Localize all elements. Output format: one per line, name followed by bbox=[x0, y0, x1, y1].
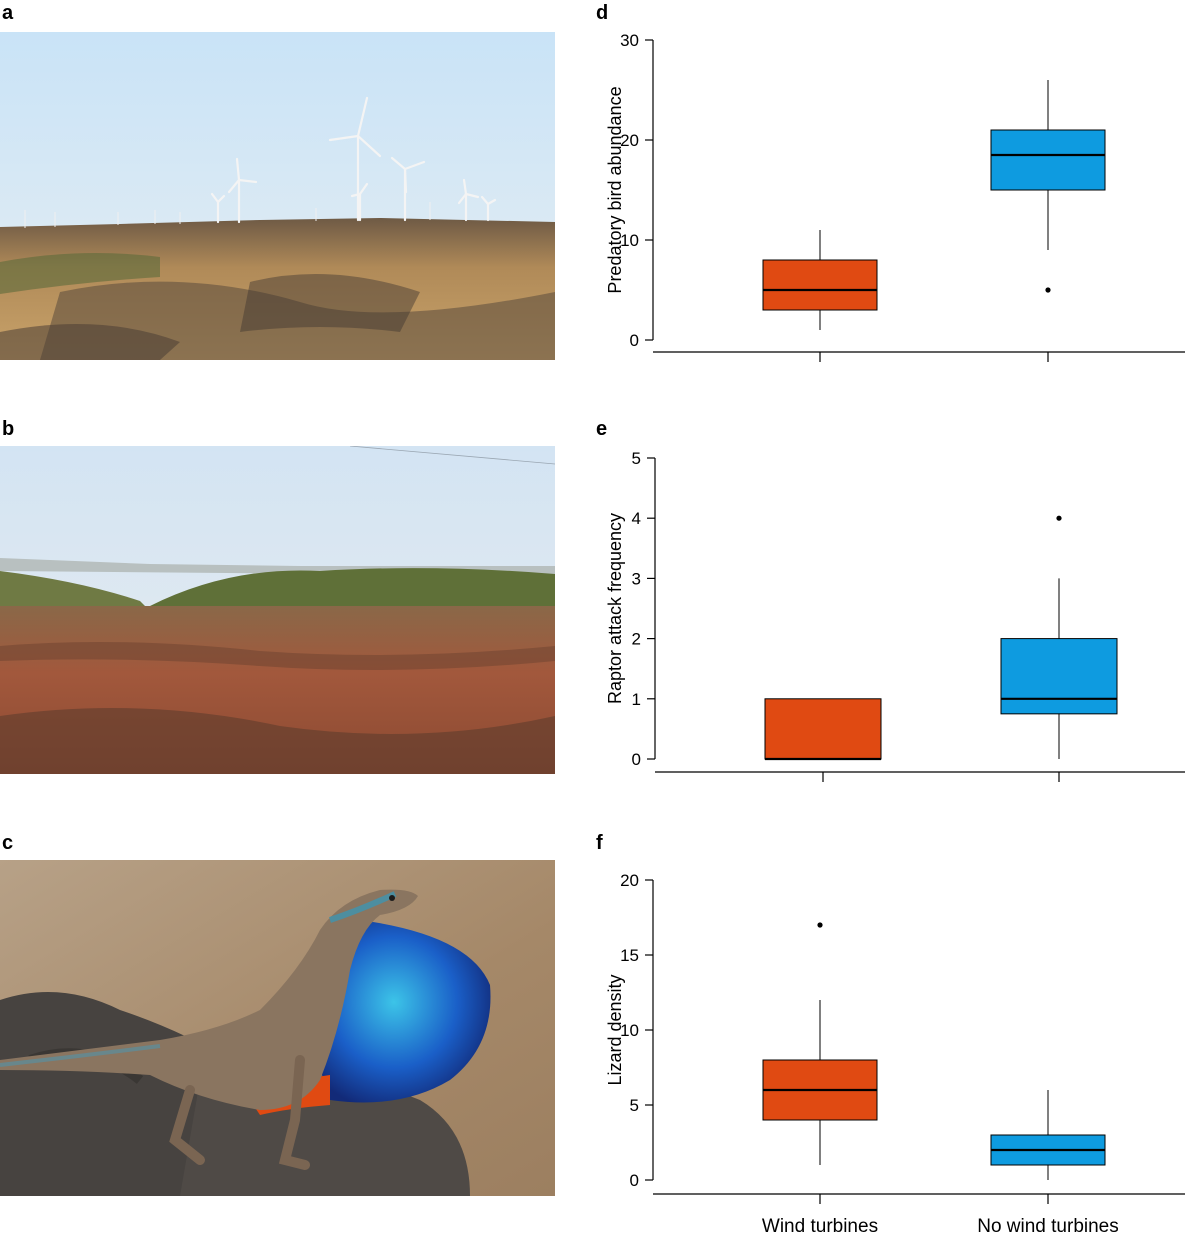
y-tick-label: 10 bbox=[620, 1021, 639, 1040]
panel-label-b: b bbox=[2, 418, 15, 440]
iqr-box bbox=[1000, 638, 1118, 715]
y-tick-label: 10 bbox=[620, 231, 639, 250]
outlier-point bbox=[1045, 287, 1051, 293]
y-tick-label: 5 bbox=[630, 1096, 639, 1115]
panel-label-e: e bbox=[596, 418, 608, 440]
wind-farm-photo bbox=[0, 32, 555, 360]
y-tick-label: 0 bbox=[630, 331, 639, 350]
panel-label-f: f bbox=[596, 832, 603, 854]
y-axis-label: Raptor attack frequency bbox=[605, 513, 625, 704]
panel-label-c: c bbox=[2, 832, 14, 854]
plateau-photo bbox=[0, 446, 555, 774]
y-tick-label: 15 bbox=[620, 946, 639, 965]
panel-label-a: a bbox=[2, 2, 14, 24]
y-tick-label: 5 bbox=[632, 449, 641, 468]
box-wind-turbines bbox=[762, 922, 878, 1165]
box-no-wind-turbines bbox=[990, 1090, 1106, 1180]
y-tick-label: 20 bbox=[620, 131, 639, 150]
predatory-bird-chart: 0 10 20 30 Predatory bird abundance bbox=[605, 31, 1185, 362]
y-axis-label: Lizard density bbox=[605, 974, 625, 1085]
y-tick-label: 2 bbox=[632, 630, 641, 649]
iqr-box bbox=[764, 698, 882, 760]
box-no-wind-turbines bbox=[990, 80, 1106, 293]
iqr-box bbox=[990, 129, 1106, 191]
y-axis-label: Predatory bird abundance bbox=[605, 86, 625, 293]
y-tick-label: 20 bbox=[620, 871, 639, 890]
box-no-wind-turbines bbox=[1000, 515, 1118, 759]
y-tick-label: 4 bbox=[632, 509, 641, 528]
y-tick-label: 1 bbox=[632, 690, 641, 709]
lizard-photo bbox=[0, 860, 555, 1196]
outlier-point bbox=[1056, 515, 1062, 521]
raptor-attack-chart: 0 1 2 3 4 5 Raptor attack frequency bbox=[605, 449, 1185, 782]
outlier-point bbox=[817, 922, 823, 928]
x-category-label: No wind turbines bbox=[977, 1216, 1119, 1235]
lizard-density-chart: 0 5 10 15 20 Lizard density Wind turbines No wi… bbox=[605, 871, 1185, 1235]
y-tick-label: 30 bbox=[620, 31, 639, 50]
y-tick-label: 0 bbox=[632, 750, 641, 769]
iqr-box bbox=[762, 259, 878, 311]
box-wind-turbines bbox=[762, 230, 878, 330]
box-wind-turbines bbox=[764, 698, 882, 761]
x-category-label: Wind turbines bbox=[762, 1216, 878, 1235]
y-tick-label: 0 bbox=[630, 1171, 639, 1190]
panel-label-d: d bbox=[596, 2, 609, 24]
y-tick-label: 3 bbox=[632, 569, 641, 588]
